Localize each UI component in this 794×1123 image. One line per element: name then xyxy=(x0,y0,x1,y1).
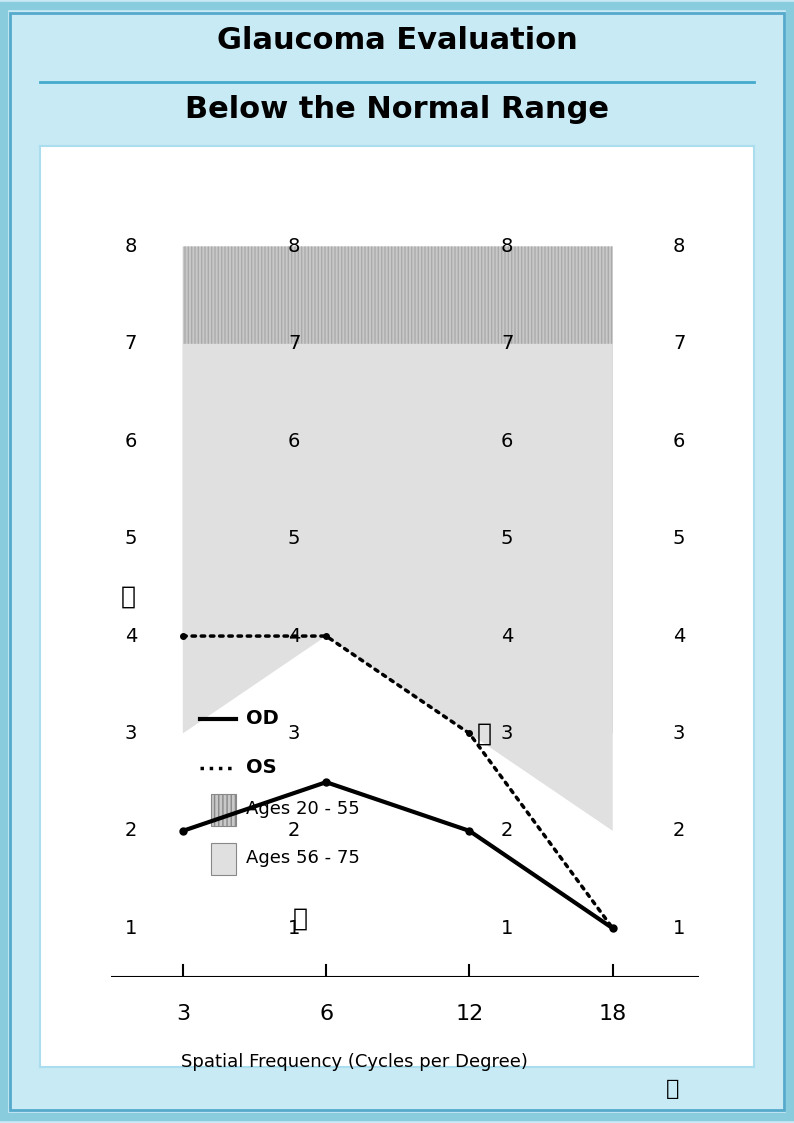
Text: 2: 2 xyxy=(288,821,300,840)
Text: 3: 3 xyxy=(501,724,514,743)
Text: Ⓒ: Ⓒ xyxy=(476,721,491,746)
Text: 12: 12 xyxy=(455,1004,484,1024)
Text: Ages 56 - 75: Ages 56 - 75 xyxy=(246,849,360,867)
Text: 6: 6 xyxy=(673,431,685,450)
Text: 7: 7 xyxy=(125,335,137,354)
Text: 8: 8 xyxy=(125,237,137,256)
Text: 2: 2 xyxy=(125,821,137,840)
Text: 4: 4 xyxy=(288,627,300,646)
Text: 1: 1 xyxy=(501,919,514,938)
Text: 8: 8 xyxy=(673,237,685,256)
Text: 7: 7 xyxy=(501,335,514,354)
Text: Ⓑ: Ⓑ xyxy=(293,906,308,931)
Text: 4: 4 xyxy=(673,627,685,646)
Text: 3: 3 xyxy=(125,724,137,743)
Text: Ages 20 - 55: Ages 20 - 55 xyxy=(246,801,360,819)
Text: 4: 4 xyxy=(501,627,514,646)
Text: 6: 6 xyxy=(288,431,300,450)
Text: 5: 5 xyxy=(288,529,300,548)
Text: 1: 1 xyxy=(288,919,300,938)
Text: 8: 8 xyxy=(288,237,300,256)
Text: 8: 8 xyxy=(501,237,514,256)
Text: 3: 3 xyxy=(673,724,685,743)
Text: 3: 3 xyxy=(288,724,300,743)
Text: Ⓐ: Ⓐ xyxy=(121,585,136,609)
Text: 18: 18 xyxy=(599,1004,626,1024)
Text: 3: 3 xyxy=(175,1004,190,1024)
Text: 5: 5 xyxy=(125,529,137,548)
Text: Spatial Frequency (Cycles per Degree): Spatial Frequency (Cycles per Degree) xyxy=(181,1053,528,1071)
Text: 1: 1 xyxy=(125,919,137,938)
Bar xyxy=(211,842,236,875)
Text: 7: 7 xyxy=(288,335,300,354)
Text: 6: 6 xyxy=(125,431,137,450)
Text: 2: 2 xyxy=(501,821,514,840)
Text: 6: 6 xyxy=(501,431,514,450)
Text: OD: OD xyxy=(246,710,279,729)
Text: 4: 4 xyxy=(125,627,137,646)
Text: OS: OS xyxy=(246,758,276,777)
Text: ⒳: ⒳ xyxy=(666,1079,680,1099)
Text: 5: 5 xyxy=(501,529,514,548)
Text: 5: 5 xyxy=(673,529,685,548)
Text: 2: 2 xyxy=(673,821,685,840)
Text: Below the Normal Range: Below the Normal Range xyxy=(185,94,609,124)
Text: Glaucoma Evaluation: Glaucoma Evaluation xyxy=(217,26,577,55)
Text: 7: 7 xyxy=(673,335,685,354)
Text: 1: 1 xyxy=(673,919,685,938)
Text: 6: 6 xyxy=(319,1004,333,1024)
Bar xyxy=(211,794,236,827)
